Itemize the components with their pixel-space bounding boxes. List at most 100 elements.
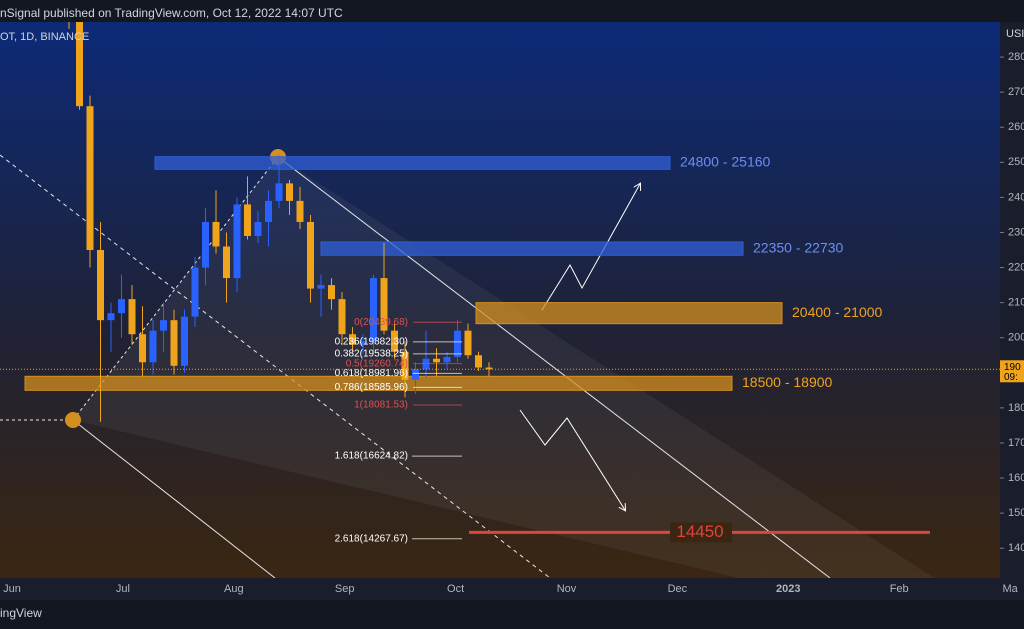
y-tick-label: 22000 xyxy=(1008,261,1024,273)
zone-label: 24800 - 25160 xyxy=(680,154,771,170)
zone xyxy=(154,156,671,170)
candle-body xyxy=(454,330,461,358)
fib-label: 0.786(18585.96) xyxy=(335,382,408,393)
zone xyxy=(320,241,744,256)
candle-body xyxy=(328,285,335,300)
target-label-bg xyxy=(670,522,732,543)
last-price-box xyxy=(1000,360,1024,383)
y-tick-label: 21000 xyxy=(1008,297,1024,309)
x-tick-label: 2023 xyxy=(776,583,800,595)
fib-label: 1(18081.53) xyxy=(354,400,408,411)
candle-body xyxy=(433,358,440,363)
x-tick-label: Dec xyxy=(668,583,688,595)
candle-body xyxy=(485,367,493,370)
candle-body xyxy=(118,299,125,314)
x-tick-label: Nov xyxy=(557,583,577,595)
candle-body xyxy=(307,221,314,289)
candle-body xyxy=(149,330,157,363)
candle-body xyxy=(296,200,304,222)
candle-body xyxy=(97,250,104,321)
candle-body xyxy=(254,221,262,236)
candle-body xyxy=(244,204,251,236)
last-price-label: 190 xyxy=(1004,362,1021,373)
currency-label: USI xyxy=(1006,28,1024,40)
zone-label: 22350 - 22730 xyxy=(753,239,844,255)
symbol-label: OT, 1D, BINANCE xyxy=(0,31,89,43)
candle-body xyxy=(233,204,241,279)
candle-body xyxy=(128,299,136,335)
y-tick-label: 23000 xyxy=(1008,226,1024,238)
candle-body xyxy=(107,313,115,321)
zone-label: 20400 - 21000 xyxy=(792,304,883,320)
candle-body xyxy=(464,330,472,356)
countdown-label: 09: xyxy=(1004,372,1018,383)
candle-body xyxy=(338,299,346,335)
zone xyxy=(24,375,733,391)
candle-body xyxy=(359,341,367,345)
x-tick-label: Oct xyxy=(447,583,464,595)
channel-top xyxy=(277,156,831,578)
y-tick-label: 24000 xyxy=(1008,191,1024,203)
zone-label: 18500 - 18900 xyxy=(742,374,833,390)
x-tick-label: Aug xyxy=(224,583,244,595)
x-tick-label: Jul xyxy=(116,583,130,595)
candle-body xyxy=(401,351,409,380)
plot-layer xyxy=(24,22,930,543)
y-tick-label: 27000 xyxy=(1008,86,1024,98)
candle-body xyxy=(380,278,388,331)
target-label: 14450 xyxy=(676,522,723,541)
price-axis xyxy=(1000,22,1024,578)
candle-body xyxy=(317,285,325,289)
pivot-low xyxy=(65,412,81,428)
candle-body xyxy=(286,183,293,201)
arrow-up xyxy=(541,184,640,311)
candle-body xyxy=(86,106,94,251)
candle-body xyxy=(223,246,230,279)
candle-body xyxy=(412,369,419,380)
brand: ingView xyxy=(0,606,42,620)
channel-fill xyxy=(73,157,935,578)
y-tick-label: 14000 xyxy=(1008,542,1024,554)
x-tick-label: Jun xyxy=(3,583,21,595)
candle-body xyxy=(76,22,83,107)
y-tick-label: 18000 xyxy=(1008,402,1024,414)
x-tick-label: Feb xyxy=(890,583,909,595)
channel-bottom xyxy=(72,419,276,578)
candle-body xyxy=(349,334,356,345)
candle-body xyxy=(443,357,451,363)
x-tick-label: Sep xyxy=(335,583,355,595)
y-tick-label: 28000 xyxy=(1008,51,1024,63)
candle-body xyxy=(391,330,398,352)
candle-body xyxy=(212,221,220,247)
candle-body xyxy=(181,316,188,366)
time-axis xyxy=(0,578,1024,600)
candle-body xyxy=(265,200,272,222)
fib-label: 0.382(19538.25) xyxy=(335,349,408,360)
arrow-down xyxy=(519,409,625,510)
zone xyxy=(475,302,783,325)
x-tick-label: Ma xyxy=(1002,583,1018,595)
fib-label: 0(20439.68) xyxy=(354,317,408,328)
fib-label: 0.5(19260.74) xyxy=(346,358,408,369)
fib-label: 0.618(18981.96) xyxy=(335,368,408,379)
y-tick-label: 20000 xyxy=(1008,332,1024,344)
y-tick-label: 25000 xyxy=(1008,156,1024,168)
y-tick-label: 17000 xyxy=(1008,437,1024,449)
y-tick-label: 16000 xyxy=(1008,472,1024,484)
candle-body xyxy=(160,320,167,331)
candle-body xyxy=(139,334,146,363)
published-note: nSignal published on TradingView.com, Oc… xyxy=(0,6,343,20)
candle-body xyxy=(275,183,283,201)
fib-label: 2.618(14267.67) xyxy=(335,533,408,544)
fib-label: 0.236(19882.30) xyxy=(335,336,408,347)
candle-body xyxy=(191,267,199,317)
drawings xyxy=(0,149,935,578)
y-tick-label: 26000 xyxy=(1008,121,1024,133)
candle-body xyxy=(202,221,209,268)
candle-body xyxy=(170,320,178,366)
y-tick-label: 15000 xyxy=(1008,507,1024,519)
candle-body xyxy=(370,278,377,342)
fib-label: 1.618(16624.82) xyxy=(335,451,408,462)
candle-body xyxy=(475,355,482,368)
